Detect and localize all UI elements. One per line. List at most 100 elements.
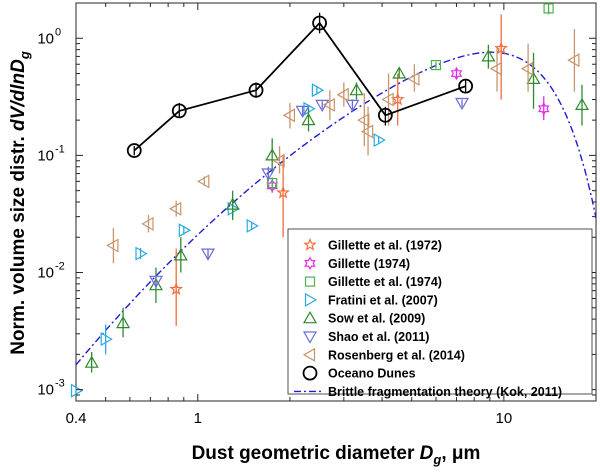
data-point xyxy=(70,383,84,398)
y-axis-label: Norm. volume size distr. dV/dlnDg xyxy=(8,51,32,355)
data-point xyxy=(282,108,295,123)
data-point xyxy=(276,185,290,199)
x-tick-label: 1 xyxy=(194,410,202,427)
y-tick-label: 10 xyxy=(37,265,54,282)
data-point xyxy=(312,15,327,31)
y-tick-label: 10 xyxy=(37,147,54,164)
legend-box xyxy=(287,228,593,395)
data-point xyxy=(178,223,192,238)
data-point xyxy=(135,246,148,261)
legend-label: Sow et al. (2009) xyxy=(328,312,425,326)
legend-label: Brittle fragmentation theory (Kok, 2011) xyxy=(328,385,562,399)
data-point xyxy=(116,315,131,329)
legend-label: Shao et al. (2011) xyxy=(328,330,429,344)
theory-curve-layer xyxy=(75,51,597,366)
data-point xyxy=(407,71,420,86)
data-point xyxy=(526,71,541,85)
data-point xyxy=(390,92,405,106)
data-point xyxy=(345,99,360,113)
legend-marker xyxy=(304,256,316,270)
data-point xyxy=(357,113,370,128)
y-tick-label: 10 xyxy=(37,30,54,47)
data-point xyxy=(248,82,264,98)
series-line xyxy=(133,21,466,152)
data-point xyxy=(84,355,99,368)
data-point xyxy=(458,78,474,94)
data-layer xyxy=(70,3,590,398)
y-tick-exponent: -1 xyxy=(55,143,65,155)
legend-entry: Fratini et al. (2007) xyxy=(304,292,438,307)
x-tick-label: 0.4 xyxy=(66,410,87,427)
series-4 xyxy=(84,44,590,373)
x-axis-label: Dust geometric diameter Dg, μm xyxy=(192,443,481,467)
data-point xyxy=(450,66,463,81)
data-point xyxy=(360,124,374,139)
data-point xyxy=(148,277,164,291)
data-point xyxy=(267,177,278,189)
legend-marker xyxy=(304,276,316,287)
data-point xyxy=(322,97,335,112)
data-point xyxy=(169,281,184,296)
legend-marker xyxy=(302,365,318,381)
data-point xyxy=(377,107,393,123)
data-point xyxy=(272,153,285,168)
series-6 xyxy=(106,28,580,264)
data-point xyxy=(381,92,394,107)
data-point xyxy=(126,143,142,158)
data-point xyxy=(100,332,113,347)
data-point xyxy=(336,87,349,102)
legend-marker xyxy=(303,237,317,251)
y-tick-exponent: -2 xyxy=(55,261,65,273)
y-tick-exponent: -3 xyxy=(55,378,65,390)
data-point xyxy=(311,83,325,98)
data-point xyxy=(392,66,407,79)
legend-entry: Brittle fragmentation theory (Kok, 2011) xyxy=(294,385,562,399)
data-point xyxy=(106,238,119,253)
data-point xyxy=(301,112,316,126)
data-point xyxy=(567,53,580,68)
data-point xyxy=(261,168,276,181)
legend-entry: Shao et al. (2011) xyxy=(302,330,429,344)
data-point xyxy=(454,97,470,111)
data-point xyxy=(171,103,187,119)
legend-entry: Gillette et al. (1974) xyxy=(304,275,442,289)
series-7 xyxy=(126,12,474,158)
data-point xyxy=(349,82,364,96)
data-point xyxy=(148,275,164,289)
data-point xyxy=(489,61,503,76)
data-point xyxy=(430,59,442,71)
y-tick-exponent: 0 xyxy=(55,26,61,38)
series-2 xyxy=(267,3,554,191)
legend-entry: Rosenberg et al. (2014) xyxy=(302,347,465,362)
legend-entry: Gillette et al. (1972) xyxy=(303,237,442,253)
legend-entry: Gillette (1974) xyxy=(304,256,410,271)
data-point xyxy=(141,216,154,231)
legend-marker xyxy=(302,347,316,362)
legend: Gillette et al. (1972) Gillette (1974) Gil… xyxy=(287,228,593,399)
data-point xyxy=(574,97,590,111)
data-point xyxy=(168,201,182,216)
data-point xyxy=(520,61,534,76)
legend-label: Oceano Dunes xyxy=(328,367,416,381)
legend-label: Rosenberg et al. (2014) xyxy=(328,348,465,362)
data-point xyxy=(265,148,280,161)
data-point xyxy=(537,102,550,116)
legend-label: Gillette et al. (1972) xyxy=(328,239,442,253)
data-point xyxy=(246,218,259,233)
legend-label: Gillette (1974) xyxy=(328,257,410,271)
theory-curve xyxy=(75,51,597,366)
x-tick-label: 10 xyxy=(496,410,513,427)
series-3 xyxy=(70,83,386,398)
y-tick-label: 10 xyxy=(37,382,54,399)
data-point xyxy=(200,248,216,261)
data-point xyxy=(295,105,310,119)
legend-marker xyxy=(304,292,318,307)
data-point xyxy=(225,197,240,210)
data-point xyxy=(543,3,554,14)
legend-label: Gillette et al. (1974) xyxy=(328,275,442,289)
legend-marker xyxy=(302,310,318,324)
legend-label: Fratini et al. (2007) xyxy=(328,293,438,307)
data-point xyxy=(481,49,496,62)
data-point xyxy=(173,248,188,261)
